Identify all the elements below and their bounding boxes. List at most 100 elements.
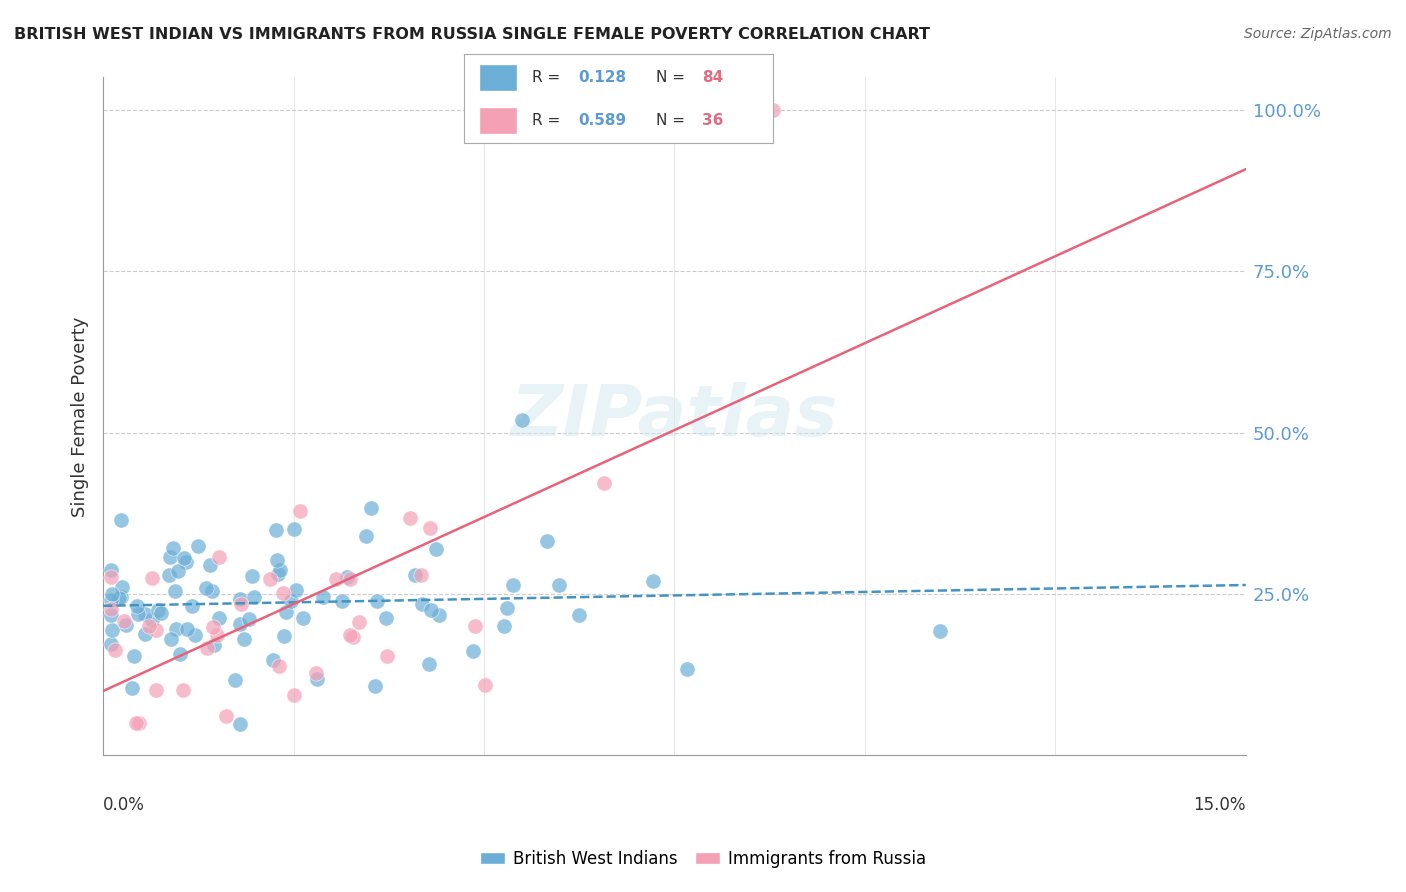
- Immigrants from Russia: [231, 597, 253, 611]
- British West Indians: [202, 638, 225, 652]
- Immigrants from Russia: [411, 568, 433, 582]
- Immigrants from Russia: [290, 503, 312, 517]
- British West Indians: [266, 553, 288, 567]
- FancyBboxPatch shape: [479, 64, 516, 91]
- British West Indians: [364, 679, 387, 693]
- British West Indians: [127, 599, 149, 613]
- Immigrants from Russia: [145, 683, 167, 698]
- British West Indians: [167, 564, 190, 578]
- Text: 0.0%: 0.0%: [103, 796, 145, 814]
- British West Indians: [360, 501, 382, 516]
- Immigrants from Russia: [271, 586, 294, 600]
- British West Indians: [273, 629, 295, 643]
- British West Indians: [181, 599, 204, 613]
- British West Indians: [238, 612, 260, 626]
- Text: R =: R =: [531, 113, 565, 128]
- Immigrants from Russia: [104, 643, 127, 657]
- Immigrants from Russia: [259, 572, 281, 586]
- Legend: British West Indians, Immigrants from Russia: British West Indians, Immigrants from Ru…: [474, 844, 932, 875]
- British West Indians: [110, 591, 132, 605]
- British West Indians: [169, 647, 191, 661]
- British West Indians: [184, 628, 207, 642]
- British West Indians: [100, 563, 122, 577]
- Immigrants from Russia: [195, 641, 218, 656]
- British West Indians: [510, 412, 533, 426]
- British West Indians: [502, 578, 524, 592]
- British West Indians: [150, 607, 173, 621]
- British West Indians: [641, 574, 664, 589]
- British West Indians: [354, 529, 377, 543]
- British West Indians: [134, 627, 156, 641]
- Text: Source: ZipAtlas.com: Source: ZipAtlas.com: [1244, 27, 1392, 41]
- British West Indians: [100, 637, 122, 651]
- British West Indians: [284, 583, 307, 598]
- British West Indians: [127, 607, 149, 621]
- Immigrants from Russia: [593, 476, 616, 491]
- FancyBboxPatch shape: [479, 107, 516, 134]
- Immigrants from Russia: [762, 103, 785, 117]
- Immigrants from Russia: [145, 624, 167, 638]
- Immigrants from Russia: [125, 716, 148, 731]
- British West Indians: [198, 558, 221, 573]
- British West Indians: [330, 594, 353, 608]
- British West Indians: [418, 657, 440, 672]
- Text: BRITISH WEST INDIAN VS IMMIGRANTS FROM RUSSIA SINGLE FEMALE POVERTY CORRELATION : BRITISH WEST INDIAN VS IMMIGRANTS FROM R…: [14, 27, 929, 42]
- British West Indians: [283, 523, 305, 537]
- Text: 0.128: 0.128: [578, 70, 627, 85]
- British West Indians: [305, 673, 328, 687]
- British West Indians: [336, 570, 359, 584]
- British West Indians: [232, 632, 254, 646]
- British West Indians: [266, 523, 288, 537]
- British West Indians: [159, 550, 181, 565]
- British West Indians: [100, 593, 122, 607]
- British West Indians: [262, 653, 284, 667]
- British West Indians: [115, 617, 138, 632]
- British West Indians: [292, 610, 315, 624]
- Immigrants from Russia: [464, 619, 486, 633]
- Immigrants from Russia: [100, 601, 122, 615]
- British West Indians: [101, 623, 124, 637]
- British West Indians: [568, 607, 591, 622]
- British West Indians: [121, 681, 143, 695]
- British West Indians: [208, 610, 231, 624]
- Immigrants from Russia: [128, 716, 150, 731]
- British West Indians: [547, 578, 569, 592]
- British West Indians: [162, 541, 184, 556]
- British West Indians: [173, 551, 195, 566]
- British West Indians: [495, 600, 517, 615]
- British West Indians: [229, 616, 252, 631]
- Immigrants from Russia: [172, 683, 194, 698]
- Immigrants from Russia: [141, 571, 163, 585]
- Immigrants from Russia: [214, 709, 236, 723]
- British West Indians: [224, 673, 246, 688]
- British West Indians: [229, 716, 252, 731]
- British West Indians: [100, 587, 122, 601]
- British West Indians: [110, 512, 132, 526]
- British West Indians: [676, 663, 699, 677]
- British West Indians: [312, 590, 335, 604]
- Immigrants from Russia: [419, 521, 441, 535]
- Immigrants from Russia: [474, 678, 496, 692]
- British West Indians: [165, 583, 187, 598]
- Immigrants from Russia: [304, 665, 326, 680]
- Immigrants from Russia: [339, 628, 361, 642]
- British West Indians: [280, 594, 302, 608]
- British West Indians: [411, 597, 433, 611]
- Text: 15.0%: 15.0%: [1194, 796, 1246, 814]
- British West Indians: [928, 624, 950, 638]
- British West Indians: [404, 567, 426, 582]
- British West Indians: [157, 568, 180, 582]
- British West Indians: [492, 619, 515, 633]
- British West Indians: [187, 539, 209, 553]
- Immigrants from Russia: [100, 570, 122, 584]
- British West Indians: [124, 648, 146, 663]
- Immigrants from Russia: [138, 619, 160, 633]
- British West Indians: [100, 607, 122, 622]
- Immigrants from Russia: [205, 627, 228, 641]
- British West Indians: [200, 584, 222, 599]
- British West Indians: [229, 591, 252, 606]
- Text: 36: 36: [702, 113, 724, 128]
- British West Indians: [427, 607, 450, 622]
- Immigrants from Russia: [202, 620, 225, 634]
- British West Indians: [267, 567, 290, 582]
